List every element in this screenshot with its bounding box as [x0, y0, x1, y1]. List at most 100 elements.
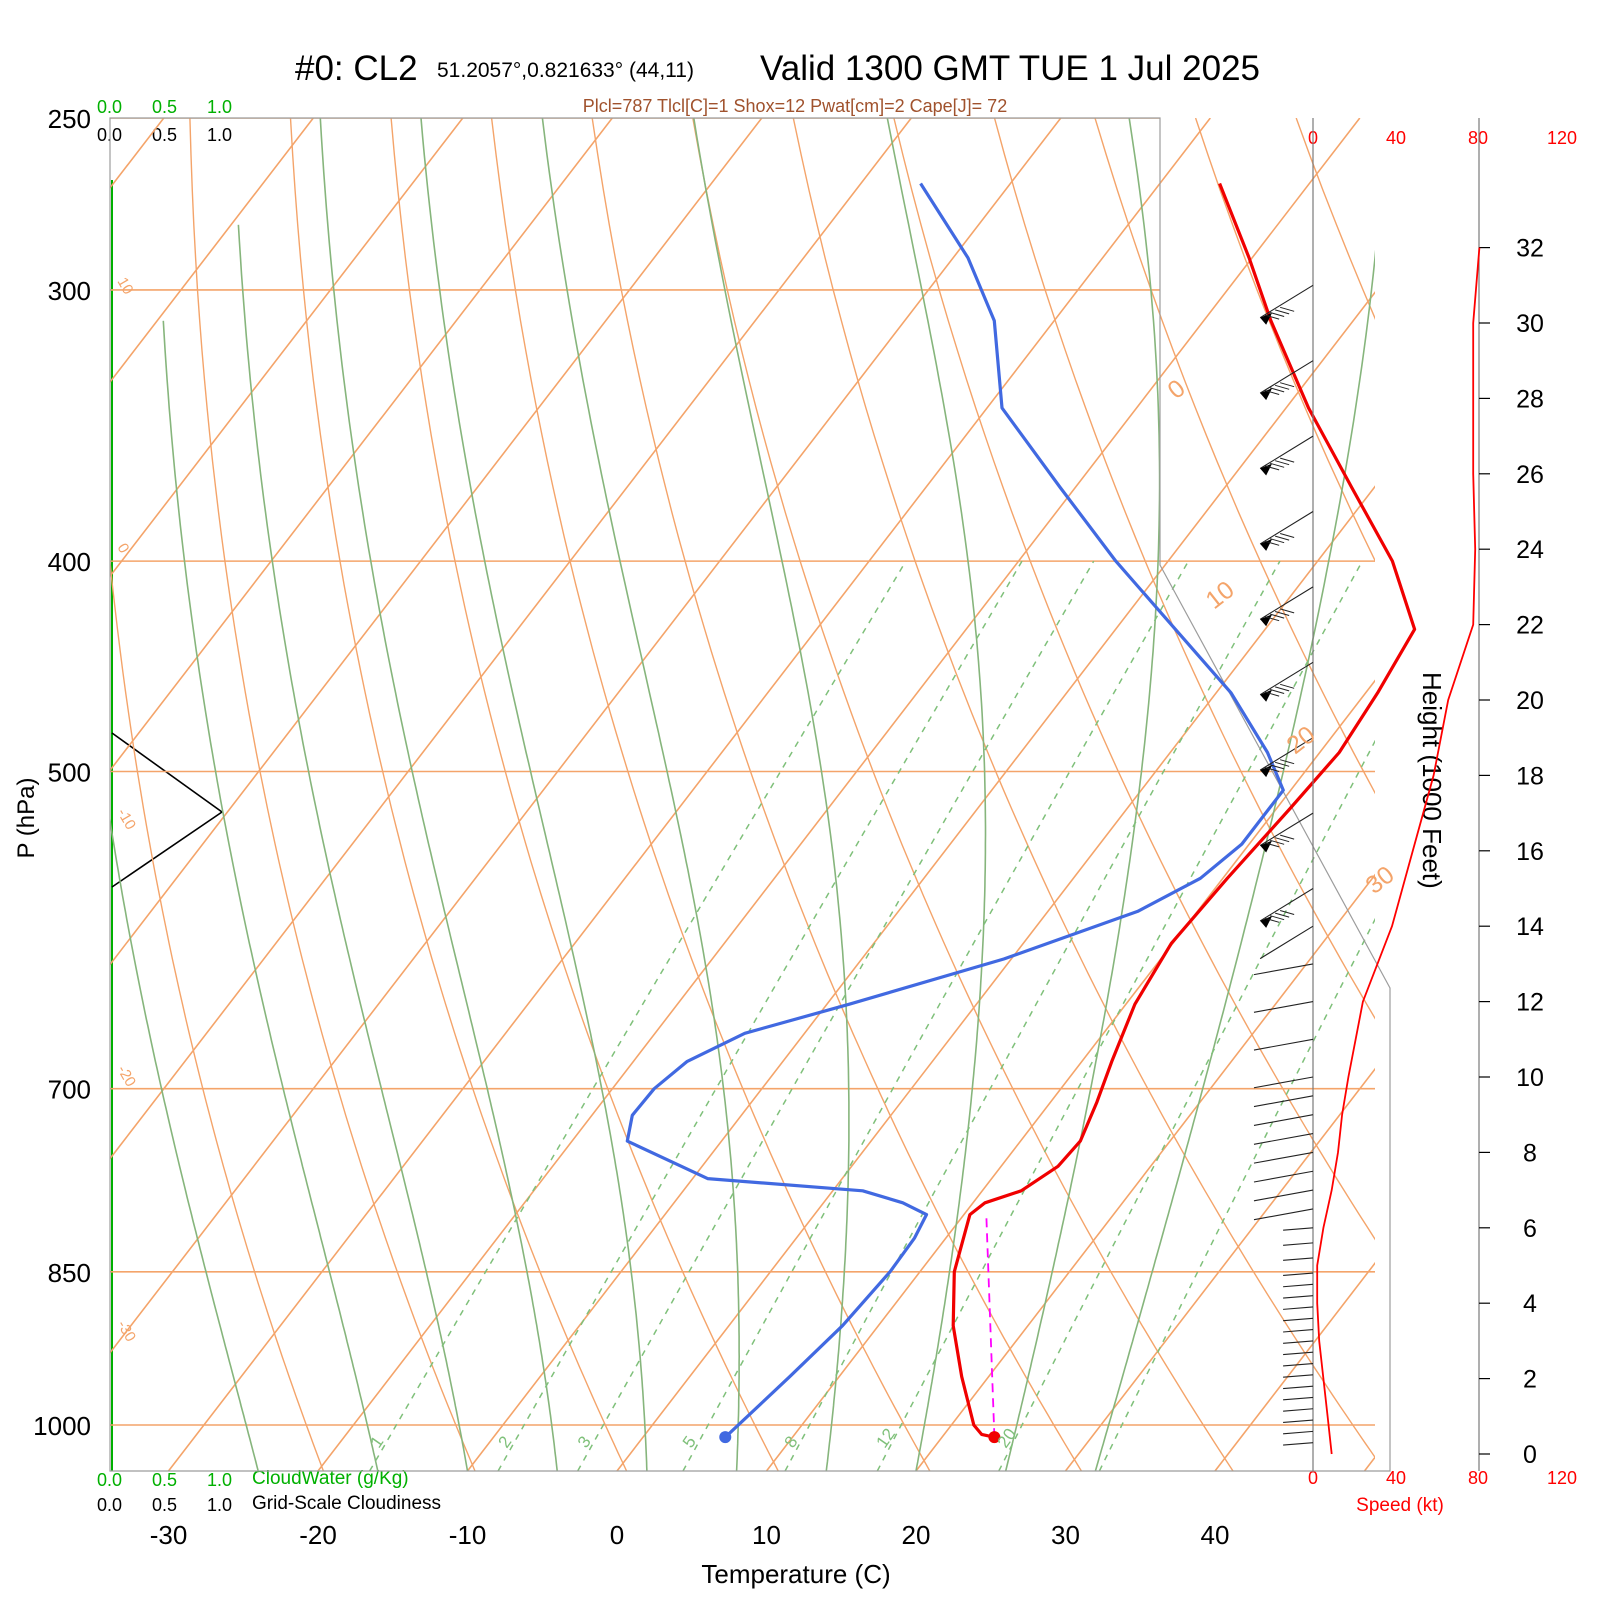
cloudiness-tick-bottom-1: 0.5 — [152, 1495, 177, 1515]
dry-adiabat-390 — [1497, 118, 1600, 1471]
height-tick-label: 0 — [1523, 1441, 1537, 1469]
mixing-ratio-label: 12 — [873, 1425, 899, 1451]
isotherm-label-right: 10 — [1200, 576, 1239, 615]
temperature-profile — [953, 184, 1414, 1438]
isotherm-label-right: 30 — [1360, 861, 1399, 900]
mixing-ratio-line-5 — [683, 561, 1188, 1471]
wind-barb-feather — [1270, 916, 1284, 920]
wind-barb-feather — [1275, 838, 1289, 842]
wind-barb-feather — [1270, 690, 1284, 694]
height-tick-label: 12 — [1516, 989, 1544, 1017]
wind-barb-feather — [1280, 307, 1294, 311]
y-tick-label-1000: 1000 — [33, 1411, 91, 1441]
mixing-ratio-line-2 — [498, 561, 1022, 1471]
cloudiness-axis-label: Grid-Scale Cloudiness — [252, 1493, 441, 1514]
wind-barb — [1254, 1077, 1313, 1088]
chart-location: 51.2057°,0.821633° (44,11) — [437, 59, 694, 82]
wind-barb-feather — [1270, 313, 1284, 317]
height-tick-label: 10 — [1516, 1064, 1544, 1092]
cloudwater-tick-top-0: 0.0 — [97, 97, 122, 117]
mixing-ratio-line-3 — [578, 561, 1094, 1471]
wind-barb — [1283, 1352, 1313, 1354]
isotherm--20 — [318, 118, 1360, 1471]
moist-adiabat--10 — [238, 225, 467, 1471]
height-tick-label: 32 — [1516, 235, 1544, 263]
moist-adiabat--16 — [163, 321, 377, 1471]
wind-barb — [1254, 1190, 1313, 1201]
isotherm-label-left: -10 — [114, 806, 140, 833]
wind-barb — [1283, 1443, 1313, 1445]
height-tick-label: 14 — [1516, 913, 1544, 941]
x-axis-label: Temperature (C) — [701, 1559, 890, 1589]
x-tick-label-10: 10 — [752, 1520, 781, 1550]
grid-clip-group — [0, 118, 1600, 1471]
x-tick-label-30: 30 — [1051, 1520, 1080, 1550]
dry-adiabat-300 — [592, 118, 1081, 1471]
x-tick-label--20: -20 — [299, 1520, 337, 1550]
moist-adiabat-8 — [542, 118, 739, 1471]
mixing-ratio-label: 2 — [495, 1433, 516, 1452]
wind-barb — [1283, 1243, 1313, 1245]
dry-adiabat-370 — [1296, 118, 1600, 1471]
wind-barb — [1260, 926, 1313, 958]
wind-barb — [1283, 1318, 1313, 1320]
plot-boundary — [110, 118, 1390, 1471]
speed-tick-top-1: 40 — [1386, 128, 1406, 148]
thermo-grid — [0, 118, 1600, 1471]
height-tick-label: 4 — [1523, 1290, 1537, 1318]
wind-barb — [1283, 1409, 1313, 1411]
wind-barb-feather — [1280, 609, 1294, 613]
y-tick-label-400: 400 — [48, 547, 91, 577]
wind-barb-feather — [1280, 835, 1294, 839]
surface-dewpoint-dot — [719, 1431, 731, 1443]
wind-barb — [1283, 1431, 1313, 1433]
wind-barb — [1254, 1171, 1313, 1182]
height-tick-label: 26 — [1516, 461, 1544, 489]
wind-barb — [1283, 1258, 1313, 1260]
y-tick-label-700: 700 — [48, 1075, 91, 1105]
cloudwater-tick-top-1: 0.5 — [152, 97, 177, 117]
isotherm-label-left: 10 — [114, 275, 137, 298]
mixing-ratio-label: 5 — [679, 1433, 700, 1452]
stability-indices: Plcl=787 Tlcl[C]=1 Shox=12 Pwat[cm]=2 Ca… — [583, 96, 1007, 116]
wind-barb-feather — [1280, 383, 1294, 387]
x-tick-label--10: -10 — [449, 1520, 487, 1550]
cloudwater-tick-bottom-2: 1.0 — [207, 1470, 232, 1490]
mixing-ratio-label: 3 — [574, 1433, 595, 1452]
dry-adiabat-250 — [89, 118, 323, 1471]
x-tick-label--30: -30 — [150, 1520, 188, 1550]
speed-tick-top-3: 120 — [1547, 128, 1577, 148]
wind-barb-feather — [1280, 534, 1294, 538]
height-tick-label: 20 — [1516, 687, 1544, 715]
isotherm-label-left: -30 — [114, 1318, 140, 1345]
y-tick-label-300: 300 — [48, 276, 91, 306]
wind-barb-feather — [1270, 388, 1284, 392]
moist-adiabat--4 — [320, 118, 557, 1471]
wind-barb-feather — [1280, 911, 1294, 915]
dry-adiabat-340 — [995, 118, 1600, 1471]
cloudwater-tick-bottom-0: 0.0 — [97, 1470, 122, 1490]
isotherm--30 — [169, 118, 1211, 1471]
y-tick-label-250: 250 — [48, 104, 91, 134]
wind-barb-feather — [1270, 463, 1284, 467]
mixing-ratio-line-30 — [1099, 561, 1559, 1471]
cloudiness-tick-top-2: 1.0 — [207, 125, 232, 145]
wind-barb-feather — [1280, 458, 1294, 462]
wind-speed-profile — [1317, 248, 1479, 1454]
y-axis-label: P (hPa) — [13, 778, 40, 859]
mixing-ratio-label: 1 — [366, 1433, 387, 1452]
plot-frame — [110, 118, 1390, 1471]
height-tick-label: 30 — [1516, 310, 1544, 338]
speed-tick-top-2: 80 — [1468, 128, 1488, 148]
height-tick-label: 2 — [1523, 1366, 1537, 1394]
cloudwater-tick-bottom-1: 0.5 — [152, 1470, 177, 1490]
height-tick-label: 24 — [1516, 536, 1544, 564]
wind-barb — [1283, 1284, 1313, 1286]
wind-barb — [1254, 1039, 1313, 1050]
isotherm-50 — [1365, 118, 1600, 1471]
wind-barb-feather — [1275, 385, 1289, 389]
wind-barb — [1254, 964, 1313, 975]
